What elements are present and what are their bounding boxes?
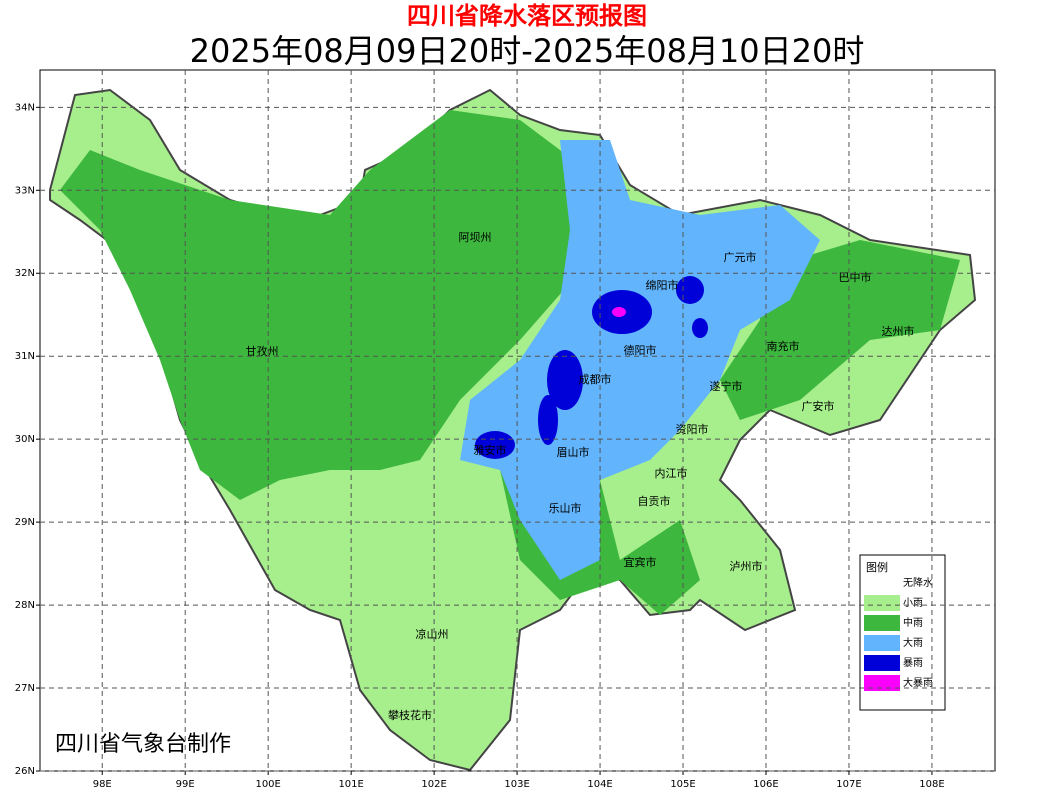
credit: 四川省气象台制作 <box>55 732 231 757</box>
rainstorm <box>547 350 583 410</box>
extreme-rainstorm <box>612 307 626 317</box>
y-tick-label: 31N <box>15 351 35 362</box>
y-tick-label: 32N <box>15 268 35 279</box>
heavy-rain <box>460 140 820 580</box>
city-label: 阿坝州 <box>459 230 492 244</box>
city-label: 甘孜州 <box>246 344 279 358</box>
x-tick-label: 101E <box>338 779 363 790</box>
y-tick-label: 27N <box>15 683 35 694</box>
city-label: 攀枝花市 <box>388 708 432 722</box>
rainstorm <box>538 395 558 445</box>
y-tick-label: 34N <box>15 102 35 113</box>
moderate-rain <box>60 110 600 500</box>
legend-swatch <box>864 655 900 671</box>
x-tick-label: 100E <box>255 779 280 790</box>
y-tick-label: 26N <box>15 766 35 777</box>
rainstorm <box>475 431 515 459</box>
rainstorm <box>676 276 704 304</box>
city-label: 南充市 <box>767 339 800 353</box>
legend-label: 暴雨 <box>903 657 923 669</box>
city-label: 内江市 <box>655 466 688 480</box>
city-label: 自贡市 <box>638 494 671 508</box>
y-tick-label: 28N <box>15 600 35 611</box>
city-label: 广安市 <box>802 399 835 413</box>
subtitle: 2025年08月09日20时-2025年08月10日20时 <box>190 32 865 70</box>
legend-label: 大暴雨 <box>903 676 933 689</box>
title: 四川省降水落区预报图 <box>407 2 647 30</box>
city-label: 乐山市 <box>549 501 582 515</box>
x-tick-label: 103E <box>504 779 529 790</box>
legend-swatch <box>864 595 900 611</box>
city-label: 绵阳市 <box>646 278 679 292</box>
city-label: 遂宁市 <box>710 379 743 393</box>
x-tick-label: 102E <box>421 779 446 790</box>
legend-swatch <box>864 575 900 591</box>
x-tick-label: 99E <box>176 779 195 790</box>
legend-label: 中雨 <box>903 616 923 629</box>
city-label: 泸州市 <box>730 559 763 573</box>
city-label: 成都市 <box>579 372 612 386</box>
city-label: 巴中市 <box>839 270 872 284</box>
y-tick-label: 30N <box>15 434 35 445</box>
x-tick-label: 105E <box>670 779 695 790</box>
legend-label: 小雨 <box>903 597 923 609</box>
city-label: 宜宾市 <box>624 555 657 569</box>
x-tick-label: 98E <box>93 779 112 790</box>
rainstorm <box>692 318 708 338</box>
city-label: 资阳市 <box>676 422 709 436</box>
legend-swatch <box>864 635 900 651</box>
x-tick-label: 107E <box>836 779 861 790</box>
city-label: 德阳市 <box>624 343 657 357</box>
x-tick-label: 108E <box>919 779 944 790</box>
city-label: 凉山州 <box>416 627 449 641</box>
legend-label: 大雨 <box>903 636 923 649</box>
legend-title: 图例 <box>866 560 888 574</box>
y-tick-label: 29N <box>15 517 35 528</box>
legend-label: 无降水 <box>903 576 933 589</box>
city-label: 雅安市 <box>474 443 507 457</box>
city-label: 达州市 <box>882 324 915 338</box>
city-label: 广元市 <box>724 250 757 264</box>
y-tick-label: 33N <box>15 185 35 196</box>
x-tick-label: 106E <box>753 779 778 790</box>
x-tick-label: 104E <box>587 779 612 790</box>
legend-swatch <box>864 675 900 691</box>
city-label: 眉山市 <box>557 445 590 459</box>
legend-swatch <box>864 615 900 631</box>
